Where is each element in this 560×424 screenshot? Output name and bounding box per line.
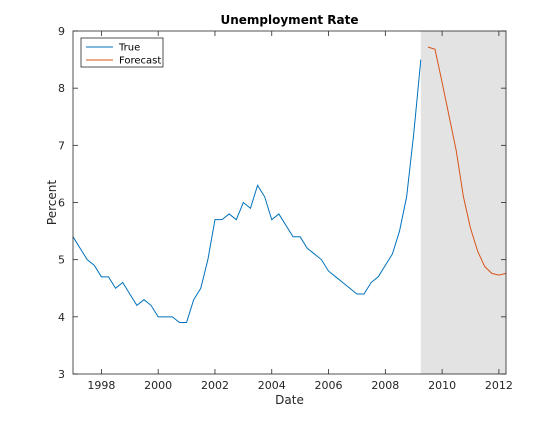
y-tick-label: 3 [58, 368, 65, 381]
x-tick-label: 2010 [428, 379, 456, 392]
y-tick-label: 9 [58, 25, 65, 38]
chart-title: Unemployment Rate [220, 13, 358, 27]
y-axis-label: Percent [45, 180, 59, 225]
series-line-forecast [427, 46, 507, 276]
x-tick-label: 2000 [144, 379, 172, 392]
legend: True Forecast [80, 37, 164, 68]
series-line-true [72, 59, 422, 324]
x-tick-label: 2004 [258, 379, 286, 392]
x-axis-label: Date [275, 393, 304, 407]
x-tick-label: 2002 [201, 379, 229, 392]
y-tick-label: 6 [58, 197, 65, 210]
y-tick-label: 5 [58, 254, 65, 267]
y-tick-label: 7 [58, 139, 65, 152]
x-tick-label: 2006 [315, 379, 343, 392]
legend-entry: True [118, 43, 140, 54]
x-tick-label: 1998 [87, 379, 115, 392]
legend-box [80, 37, 164, 68]
y-tick-label: 8 [58, 82, 65, 95]
x-tick-label: 2008 [371, 379, 399, 392]
forecast-shaded-region [420, 31, 506, 374]
x-tick-label: 2012 [485, 379, 513, 392]
y-tick-label: 4 [58, 311, 65, 324]
legend-entry: Forecast [119, 56, 161, 67]
